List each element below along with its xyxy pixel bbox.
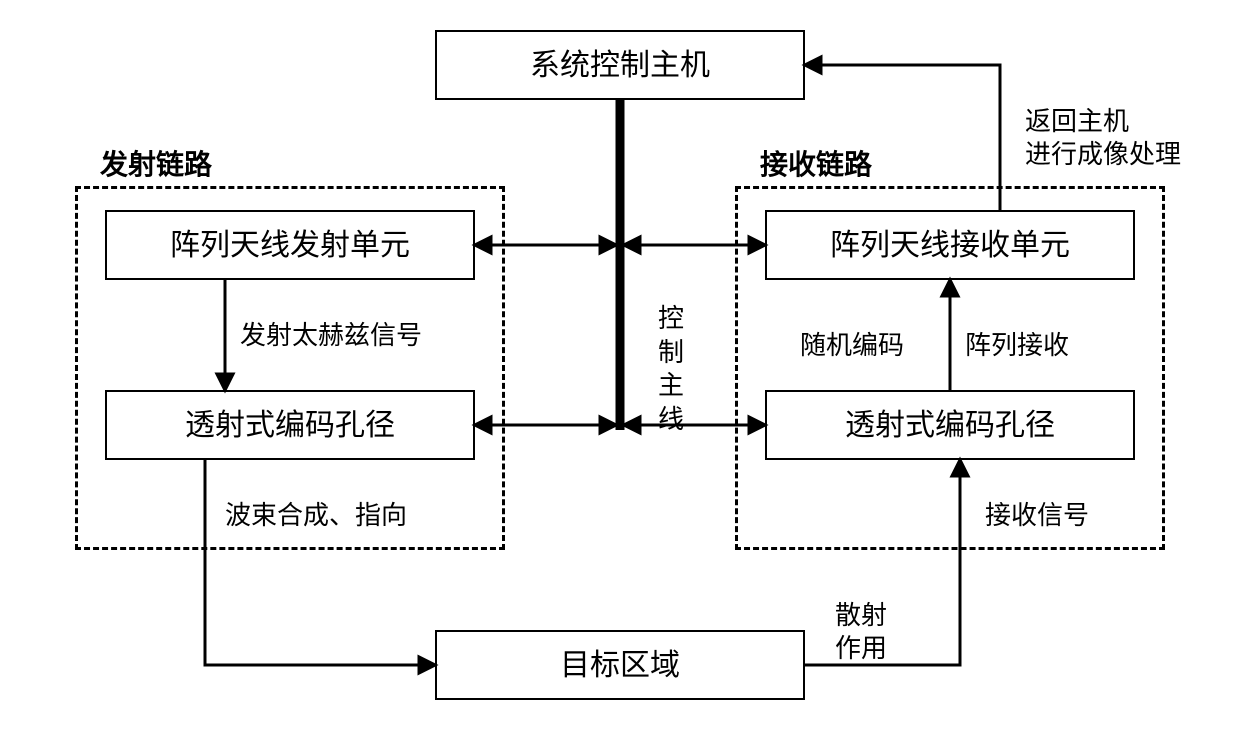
label-rx-signal: 接收信号 (985, 500, 1089, 533)
node-tx-aperture: 透射式编码孔径 (105, 390, 475, 460)
label-rx-array: 阵列接收 (965, 330, 1069, 363)
node-rx-aperture: 透射式编码孔径 (765, 390, 1135, 460)
group-tx-title: 发射链路 (100, 148, 212, 183)
node-tx-antenna-label: 阵列天线发射单元 (170, 229, 410, 262)
label-tx-signal: 发射太赫兹信号 (240, 320, 422, 353)
label-return-host: 返回主机 进行成像处理 (1025, 106, 1181, 171)
node-rx-antenna-label: 阵列天线接收单元 (830, 229, 1070, 262)
node-tx-antenna: 阵列天线发射单元 (105, 210, 475, 280)
label-rx-code: 随机编码 (800, 330, 904, 363)
node-rx-antenna: 阵列天线接收单元 (765, 210, 1135, 280)
label-bus-text: 控制主线 (658, 302, 684, 437)
label-bus: 控制主线 (632, 268, 660, 471)
label-scatter: 散射 作用 (835, 600, 887, 665)
node-rx-aperture-label: 透射式编码孔径 (845, 409, 1055, 442)
node-tx-aperture-label: 透射式编码孔径 (185, 409, 395, 442)
node-target-label: 目标区域 (560, 649, 680, 682)
diagram-stage: 发射链路 接收链路 系统控制主机 阵列天线发射单元 透射式编码孔径 阵列天线接收… (0, 0, 1240, 731)
node-host: 系统控制主机 (435, 30, 805, 100)
node-target: 目标区域 (435, 630, 805, 700)
group-rx-title: 接收链路 (760, 148, 872, 183)
label-beam: 波束合成、指向 (225, 500, 407, 533)
node-host-label: 系统控制主机 (530, 49, 710, 82)
